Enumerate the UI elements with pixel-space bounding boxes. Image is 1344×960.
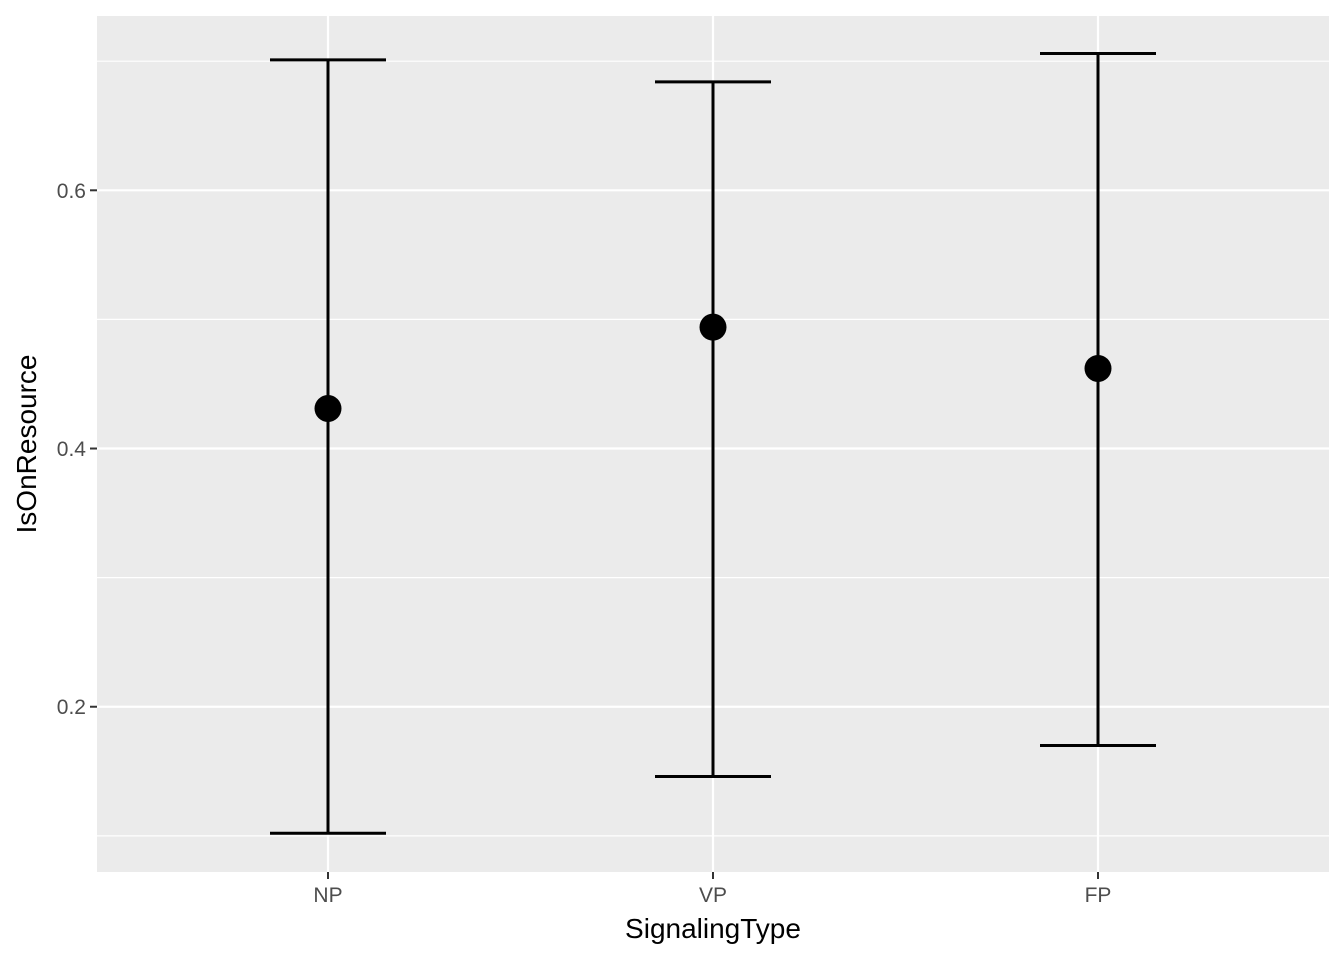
point-np bbox=[314, 394, 342, 422]
errorbar-fp bbox=[1040, 51, 1156, 747]
x-tick-label-vp: VP bbox=[699, 884, 727, 907]
geom-layer bbox=[270, 51, 1156, 835]
y-tick-label: 0.4 bbox=[57, 438, 87, 461]
point-fp bbox=[1084, 354, 1112, 382]
x-tick-label-np: NP bbox=[313, 884, 342, 907]
errorbar-vp bbox=[655, 80, 771, 778]
y-tick-label: 0.6 bbox=[57, 180, 86, 203]
x-axis-title: SignalingType bbox=[625, 913, 801, 944]
y-tick-label: 0.2 bbox=[57, 696, 86, 719]
point-vp bbox=[699, 313, 727, 341]
y-axis-title: IsOnResource bbox=[11, 355, 42, 534]
errorbar-np bbox=[270, 58, 386, 835]
x-tick-label-fp: FP bbox=[1085, 884, 1112, 907]
axis-layer: 0.2 0.4 0.6 NP VP FP bbox=[57, 180, 1112, 907]
